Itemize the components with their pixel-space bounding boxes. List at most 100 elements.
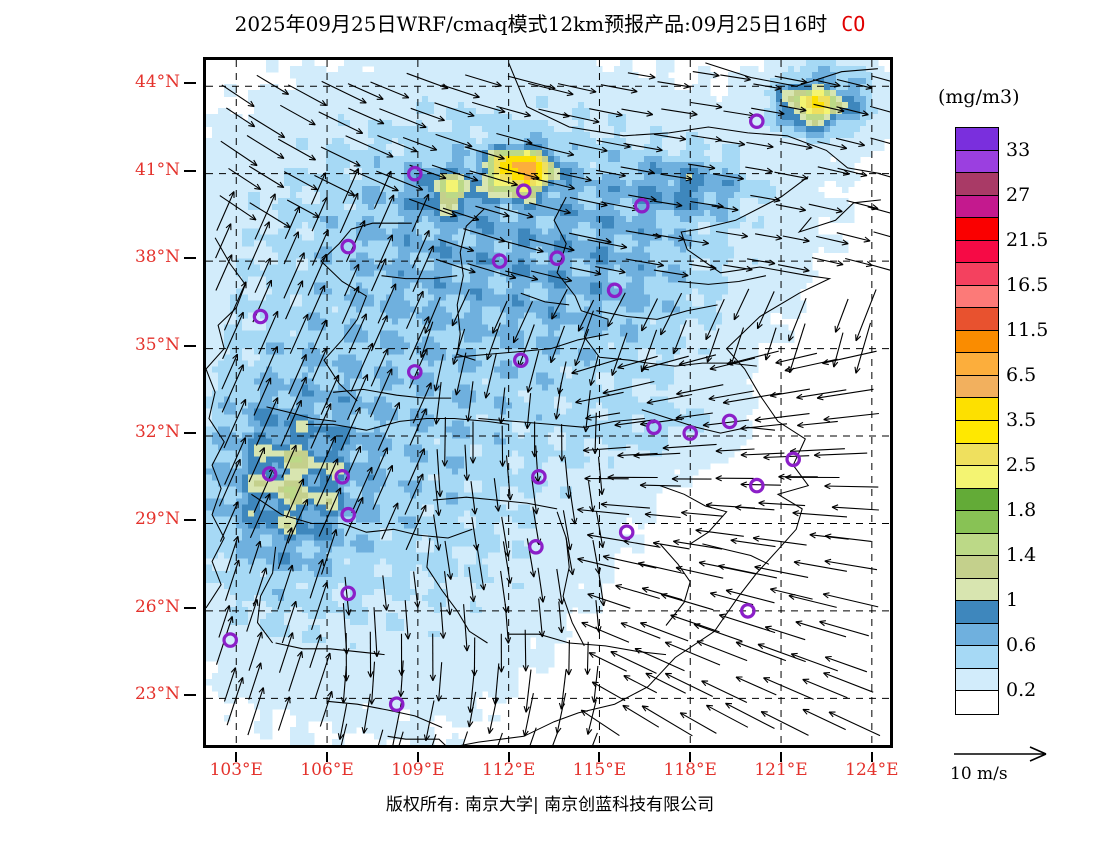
colorbar[interactable]	[955, 127, 999, 715]
city-markers[interactable]	[222, 113, 801, 712]
lat-tick-mark	[184, 606, 196, 609]
city-marker[interactable]	[388, 696, 405, 712]
lon-tick-label: 121°E	[754, 760, 808, 780]
city-marker[interactable]	[633, 197, 650, 214]
map-canvas	[206, 60, 890, 745]
lon-tick-mark	[416, 752, 419, 762]
colorbar-swatch[interactable]	[955, 442, 999, 467]
colorbar-unit: (mg/m3)	[938, 86, 1020, 108]
city-marker[interactable]	[222, 632, 238, 648]
lon-tick-label: 109°E	[391, 760, 445, 780]
wind-vectors	[215, 71, 890, 745]
colorbar-swatch[interactable]	[955, 262, 999, 287]
colorbar-tick-label: 27	[1006, 183, 1031, 206]
wind-vector-key: 10 m/s	[950, 742, 1090, 790]
colorbar-swatch[interactable]	[955, 600, 999, 625]
city-marker[interactable]	[748, 477, 765, 494]
city-marker[interactable]	[739, 603, 756, 619]
colorbar-tick-label: 16.5	[1006, 273, 1049, 296]
colorbar-swatch[interactable]	[955, 352, 999, 377]
colorbar-swatch[interactable]	[955, 555, 999, 580]
lat-tick-label: 26°N	[134, 596, 180, 617]
lat-tick-mark	[184, 82, 196, 85]
lon-tick-label: 106°E	[300, 760, 354, 780]
lat-tick-label: 38°N	[134, 247, 180, 268]
colorbar-swatch[interactable]	[955, 510, 999, 535]
page-title: 2025年09月25日WRF/cmaq模式12km预报产品:09月25日16时 C…	[0, 8, 1100, 37]
city-marker[interactable]	[549, 250, 565, 266]
colorbar-swatch[interactable]	[955, 239, 999, 264]
colorbar-swatch[interactable]	[955, 622, 999, 647]
colorbar-swatch[interactable]	[955, 194, 999, 219]
city-marker[interactable]	[785, 451, 801, 468]
city-marker[interactable]	[748, 113, 765, 129]
copyright-footer: 版权所有: 南京大学| 南京创蓝科技有限公司	[385, 795, 715, 815]
city-marker[interactable]	[531, 468, 547, 485]
city-marker[interactable]	[491, 253, 508, 269]
colorbar-swatch[interactable]	[955, 690, 999, 715]
city-marker[interactable]	[340, 585, 356, 602]
lat-tick-label: 41°N	[134, 159, 180, 180]
colorbar-tick-label: 11.5	[1006, 318, 1049, 341]
colorbar-tick-label: 21.5	[1006, 228, 1049, 251]
lon-tick-mark	[780, 752, 783, 762]
forecast-map[interactable]	[203, 57, 893, 748]
lon-tick-label: 112°E	[481, 760, 536, 780]
city-marker[interactable]	[252, 308, 269, 325]
lat-tick-label: 44°N	[134, 72, 180, 93]
lon-tick-label: 118°E	[663, 760, 717, 780]
city-marker[interactable]	[340, 238, 356, 255]
city-marker[interactable]	[515, 183, 532, 199]
city-marker[interactable]	[407, 364, 423, 380]
concentration-field	[206, 60, 890, 745]
lon-tick-mark	[235, 752, 238, 762]
city-marker[interactable]	[512, 352, 529, 368]
colorbar-swatch[interactable]	[955, 172, 999, 197]
colorbar-swatch[interactable]	[955, 667, 999, 693]
colorbar-swatch[interactable]	[955, 329, 999, 354]
species-label: CO	[841, 12, 866, 36]
lat-tick-label: 23°N	[134, 684, 180, 705]
colorbar-swatch[interactable]	[955, 149, 999, 174]
city-marker[interactable]	[528, 538, 544, 555]
colorbar-swatch[interactable]	[955, 645, 999, 670]
city-marker[interactable]	[334, 468, 350, 485]
lat-tick-mark	[184, 257, 196, 260]
city-marker[interactable]	[646, 419, 662, 436]
colorbar-swatch[interactable]	[955, 374, 999, 400]
colorbar-swatch[interactable]	[955, 577, 999, 602]
colorbar-swatch[interactable]	[955, 487, 999, 512]
city-marker[interactable]	[721, 413, 738, 430]
colorbar-swatch[interactable]	[955, 217, 999, 242]
title-text: 2025年09月25日WRF/cmaq模式12km预报产品:09月25日16时	[234, 12, 828, 36]
lat-tick-label: 29°N	[134, 509, 180, 530]
city-marker[interactable]	[261, 466, 278, 482]
lon-tick-mark	[326, 752, 329, 762]
city-marker[interactable]	[340, 506, 356, 523]
colorbar-swatch[interactable]	[955, 420, 999, 445]
colorbar-tick-label: 1.4	[1006, 544, 1037, 567]
colorbar-swatch[interactable]	[955, 397, 999, 422]
colorbar-tick-label: 0.2	[1006, 679, 1037, 702]
lat-tick-mark	[184, 432, 196, 435]
colorbar-swatch[interactable]	[955, 465, 999, 490]
city-marker[interactable]	[618, 524, 635, 540]
lat-tick-mark	[184, 694, 196, 697]
lon-tick-mark	[598, 752, 601, 762]
city-marker[interactable]	[606, 282, 623, 299]
colorbar-swatch[interactable]	[955, 127, 999, 152]
colorbar-swatch[interactable]	[955, 284, 999, 309]
city-marker[interactable]	[407, 165, 423, 182]
longitude-axis: 103°E 106°E 109°E 112°E 115°E 118°E 121°E 124°E	[203, 752, 899, 792]
lat-tick-mark	[184, 169, 196, 172]
province-boundaries	[206, 62, 881, 745]
colorbar-swatch[interactable]	[955, 532, 999, 557]
colorbar-tick-label: 1.8	[1006, 499, 1037, 522]
wind-arrow-icon	[954, 746, 1047, 762]
lon-tick-label: 115°E	[572, 760, 627, 780]
lon-tick-label: 124°E	[845, 760, 899, 780]
colorbar-tick-label: 0.6	[1006, 634, 1037, 657]
city-marker[interactable]	[682, 425, 698, 441]
lon-tick-mark	[689, 752, 692, 762]
colorbar-swatch[interactable]	[955, 307, 999, 332]
